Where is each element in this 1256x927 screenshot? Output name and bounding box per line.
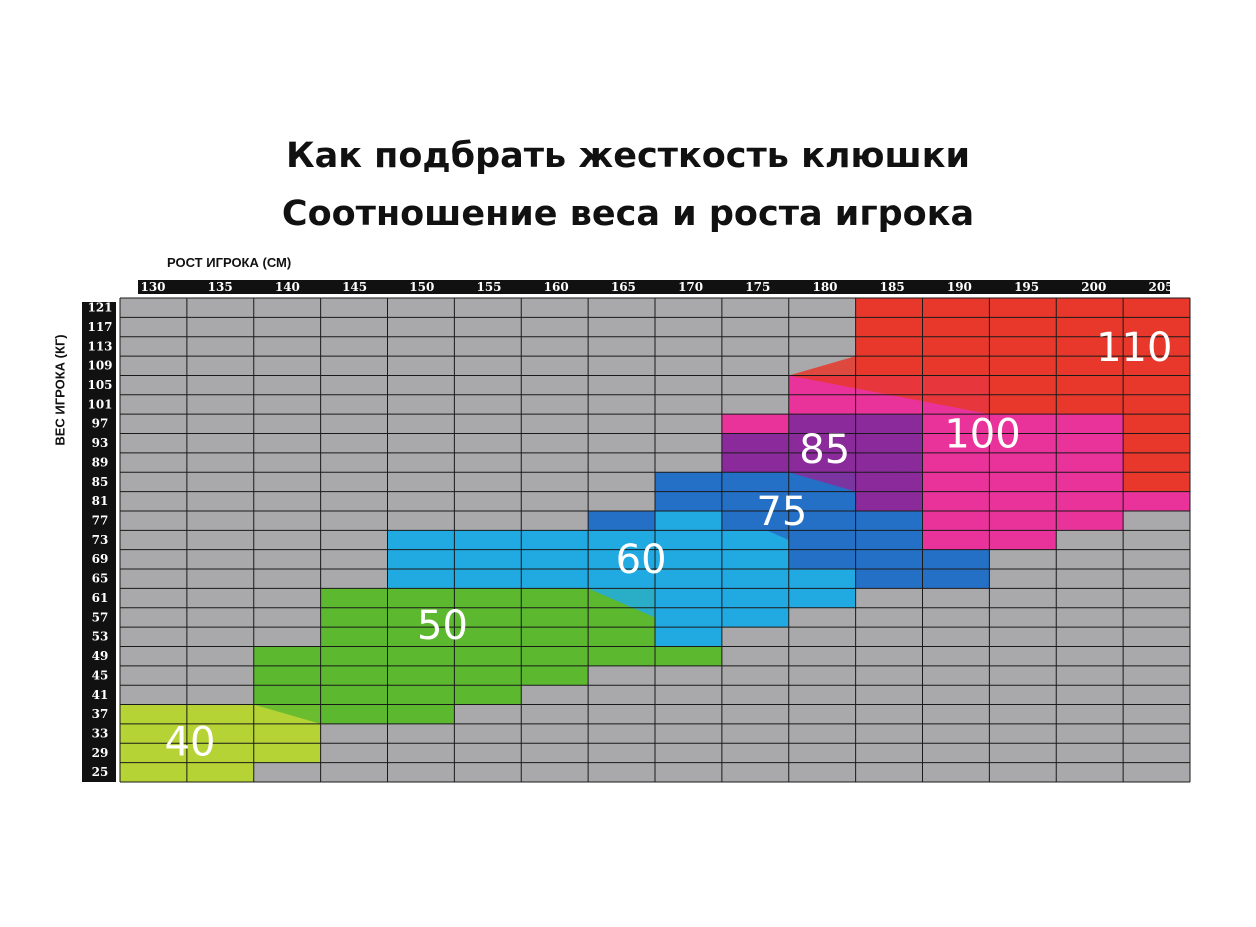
x-tick-label: 165: [611, 280, 636, 294]
y-tick-label: 37: [92, 707, 109, 721]
y-tick-label: 89: [92, 455, 109, 469]
y-tick-label: 69: [92, 552, 109, 566]
y-tick-label: 117: [87, 320, 112, 334]
x-tick-label: 195: [1014, 280, 1039, 294]
y-tick-label: 29: [92, 746, 109, 760]
x-tick-label: 160: [544, 280, 569, 294]
y-tick-label: 105: [87, 378, 112, 392]
y-tick-label: 49: [92, 649, 109, 663]
zone-label-60: 60: [616, 537, 667, 583]
chart-subtitle: Соотношение веса и роста игрока: [281, 194, 975, 234]
x-axis-bar: [138, 280, 1170, 294]
zone-60-cell: [721, 530, 789, 628]
y-tick-label: 33: [92, 726, 109, 740]
zone-50-cell: [521, 588, 589, 686]
x-tick-label: 145: [342, 280, 367, 294]
zone-label-75: 75: [756, 489, 807, 535]
y-tick-label: 61: [92, 591, 109, 605]
x-tick-label: 170: [678, 280, 703, 294]
y-tick-label: 121: [87, 301, 112, 315]
y-tick-label: 101: [87, 397, 112, 411]
zone-label-40: 40: [165, 719, 216, 765]
y-tick-label: 81: [92, 494, 109, 508]
y-tick-label: 45: [92, 668, 109, 682]
x-tick-label: 140: [275, 280, 300, 294]
y-tick-label: 65: [92, 572, 109, 586]
x-tick-label: 185: [880, 280, 905, 294]
x-axis-label: РОСТ ИГРОКА (СМ): [167, 255, 292, 270]
chart-title: Как подбрать жесткость клюшки: [286, 136, 970, 176]
zone-label-85: 85: [799, 427, 850, 473]
x-tick-label: 175: [745, 280, 770, 294]
zone-label-50: 50: [417, 603, 468, 649]
zone-label-100: 100: [944, 412, 1020, 458]
y-tick-label: 53: [92, 630, 109, 644]
zone-110-transition: [788, 356, 990, 415]
y-tick-label: 85: [92, 475, 109, 489]
x-tick-label: 180: [812, 280, 837, 294]
y-tick-label: 73: [92, 533, 109, 547]
x-tick-label: 130: [140, 280, 165, 294]
x-tick-label: 135: [208, 280, 233, 294]
y-tick-label: 41: [92, 688, 109, 702]
x-tick-label: 155: [476, 280, 501, 294]
y-tick-label: 109: [87, 359, 112, 373]
zone-100-cell: [721, 414, 789, 434]
y-tick-label: 113: [87, 339, 112, 353]
zone-50-transition: [253, 704, 321, 724]
zone-50-cell: [253, 646, 321, 705]
x-tick-label: 200: [1081, 280, 1106, 294]
y-tick-label: 77: [92, 514, 109, 528]
y-tick-label: 25: [92, 765, 109, 779]
y-tick-label: 93: [92, 436, 109, 450]
zone-100-cell: [989, 414, 1057, 550]
zone-label-110: 110: [1096, 325, 1172, 371]
y-tick-label: 97: [92, 417, 109, 431]
y-tick-label: 57: [92, 610, 109, 624]
x-tick-label: 150: [409, 280, 434, 294]
zone-60-cell: [521, 530, 589, 589]
y-axis-bar: [82, 302, 116, 782]
zone-75-cell: [588, 510, 655, 531]
x-tick-label: 190: [947, 280, 972, 294]
x-tick-label: 205: [1148, 280, 1173, 294]
